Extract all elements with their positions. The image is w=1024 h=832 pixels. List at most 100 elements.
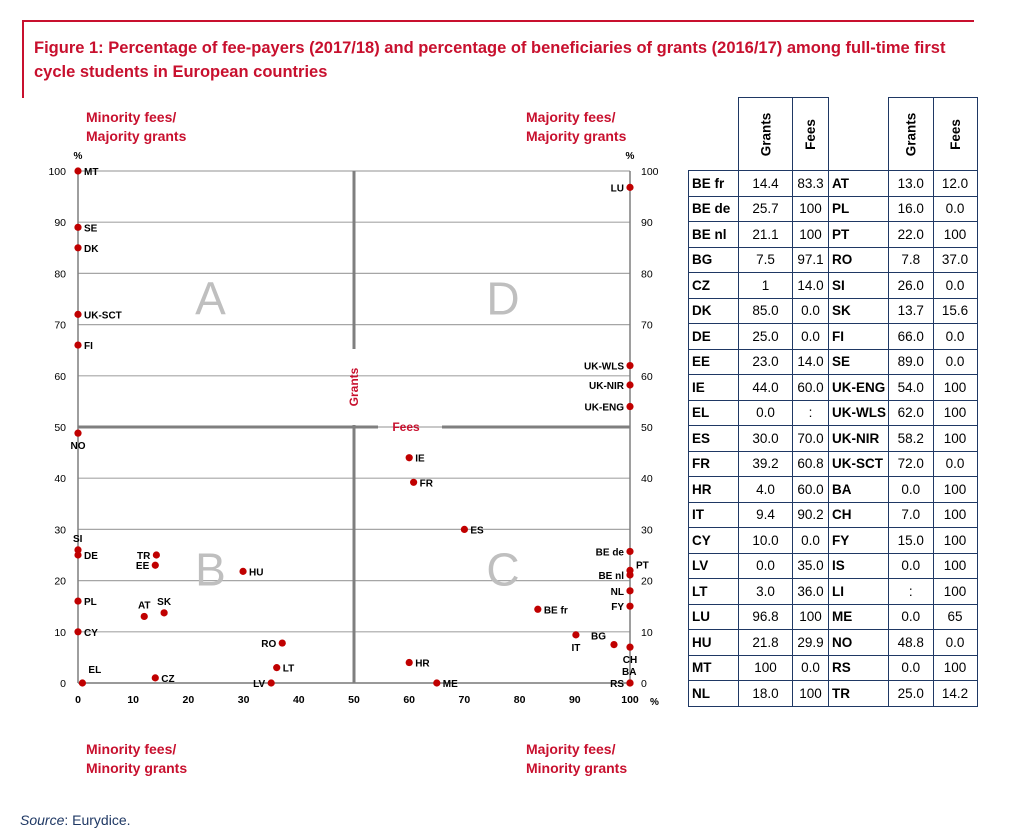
y-tick-label-left: 80 — [54, 268, 66, 280]
table-cell-value: 15.6 — [932, 297, 978, 324]
table-cell-country: NO — [828, 629, 889, 656]
figure-title: Figure 1: Percentage of fee-payers (2017… — [34, 39, 946, 81]
table-cell-country: EL — [688, 399, 739, 426]
table-cell-value: 0.0 — [932, 195, 978, 222]
table-cell-country: RS — [828, 654, 889, 681]
table-header-grants: Grants — [888, 97, 934, 171]
table-cell-value: 0.0 — [792, 323, 829, 350]
point-label: FI — [84, 341, 93, 352]
table-header-blank — [828, 97, 889, 171]
table-cell-country: FR — [688, 450, 739, 477]
table-cell-country: SE — [828, 348, 889, 375]
table-cell-value: 7.5 — [738, 246, 793, 273]
quadrant-label-bottom-left: Minority fees/ Minority grants — [86, 740, 187, 778]
table-row: IE 44.0 60.0 UK-ENG 54.0 100 — [688, 374, 978, 401]
data-point — [626, 679, 634, 687]
table-cell-country: IE — [688, 374, 739, 401]
point-label: FR — [420, 478, 434, 489]
table-header-fees: Fees — [792, 97, 829, 171]
table-cell-country: FI — [828, 323, 889, 350]
data-table: Grants Fees Grants Fees BE fr 14.4 83.3 AT 1… — [688, 97, 978, 707]
table-header-blank — [688, 97, 739, 171]
table-cell-value: 15.0 — [888, 527, 934, 554]
point-label: UK-WLS — [584, 362, 624, 373]
data-point — [460, 525, 468, 534]
table-cell-country: LV — [688, 552, 739, 579]
table-cell-country: AT — [828, 170, 889, 197]
point-label: UK-SCT — [84, 310, 122, 321]
data-point — [74, 341, 82, 349]
point-label: FY — [611, 602, 624, 613]
table-cell-country: ME — [828, 603, 889, 630]
table-cell-country: TR — [828, 680, 889, 707]
quadrant-label-line: Majority grants — [526, 128, 627, 144]
table-cell-value: 13.0 — [888, 170, 934, 197]
table-cell-value: 30.0 — [738, 425, 793, 452]
data-point — [534, 605, 542, 613]
table-cell-country: LU — [688, 603, 739, 630]
table-cell-value: 0.0 — [932, 272, 978, 299]
x-tick-label: 40 — [293, 694, 305, 706]
table-cell-value: 23.0 — [738, 348, 793, 375]
data-point — [626, 381, 634, 389]
grants-axis-label: Grants — [347, 367, 361, 406]
table-cell-country: PT — [828, 221, 889, 248]
table-row: HU 21.8 29.9 NO 48.8 0.0 — [688, 629, 978, 656]
table-cell-value: 29.9 — [792, 629, 829, 656]
table-cell-value: 0.0 — [792, 654, 829, 681]
table-cell-value: 70.0 — [792, 425, 829, 452]
table-cell-value: 83.3 — [792, 170, 829, 197]
table-cell-value: 18.0 — [738, 680, 793, 707]
table-cell-country: NL — [688, 680, 739, 707]
point-label: DK — [84, 244, 99, 255]
quadrant-label-line: Minority fees/ — [86, 109, 177, 125]
table-cell-value: 60.0 — [792, 476, 829, 503]
table-cell-value: 25.0 — [888, 680, 934, 707]
data-point — [78, 679, 87, 687]
data-point — [433, 679, 441, 687]
table-cell-value: 100 — [792, 680, 829, 707]
data-point — [626, 402, 634, 411]
point-label: CZ — [161, 674, 174, 685]
point-label: SE — [84, 223, 98, 234]
table-cell-value: : — [792, 399, 829, 426]
table-cell-country: BE de — [688, 195, 739, 222]
data-point — [74, 244, 82, 252]
point-label: HR — [415, 659, 430, 670]
data-point — [74, 551, 82, 559]
table-cell-value: 13.7 — [888, 297, 934, 324]
table-cell-value: 0.0 — [932, 323, 978, 350]
table-cell-value: 100 — [932, 527, 978, 554]
table-cell-country: SI — [828, 272, 889, 299]
x-tick-label: 60 — [403, 694, 415, 706]
table-cell-value: 60.0 — [792, 374, 829, 401]
table-cell-value: 7.0 — [888, 501, 934, 528]
data-point — [239, 567, 247, 575]
table-cell-country: MT — [688, 654, 739, 681]
table-cell-value: 100 — [932, 221, 978, 248]
table-cell-value: 36.0 — [792, 578, 829, 605]
table-cell-value: : — [888, 578, 934, 605]
source-text: : Eurydice. — [64, 812, 131, 828]
table-row: BE de 25.7 100 PL 16.0 0.0 — [688, 195, 978, 222]
point-label: RS — [610, 679, 624, 690]
table-cell-value: 90.2 — [792, 501, 829, 528]
table-cell-value: 0.0 — [888, 552, 934, 579]
table-cell-value: 39.2 — [738, 450, 793, 477]
table-cell-value: 0.0 — [932, 348, 978, 375]
data-point — [626, 602, 634, 610]
table-cell-country: CY — [688, 527, 739, 554]
table-row: LU 96.8 100 ME 0.0 65 — [688, 603, 978, 630]
data-point — [626, 571, 634, 579]
y-tick-label-left: 90 — [54, 217, 66, 229]
y-unit-left: % — [74, 151, 83, 162]
x-tick-label: 90 — [569, 694, 581, 706]
quadrant-label-line: Majority grants — [86, 128, 187, 144]
table-row: NL 18.0 100 TR 25.0 14.2 — [688, 680, 978, 707]
source-label: Source — [20, 812, 65, 828]
table-cell-country: IT — [688, 501, 739, 528]
point-label: DE — [84, 551, 98, 562]
quadrant-letter-b: B — [195, 544, 226, 596]
table-cell-value: 48.8 — [888, 629, 934, 656]
point-label: BG — [591, 632, 606, 643]
